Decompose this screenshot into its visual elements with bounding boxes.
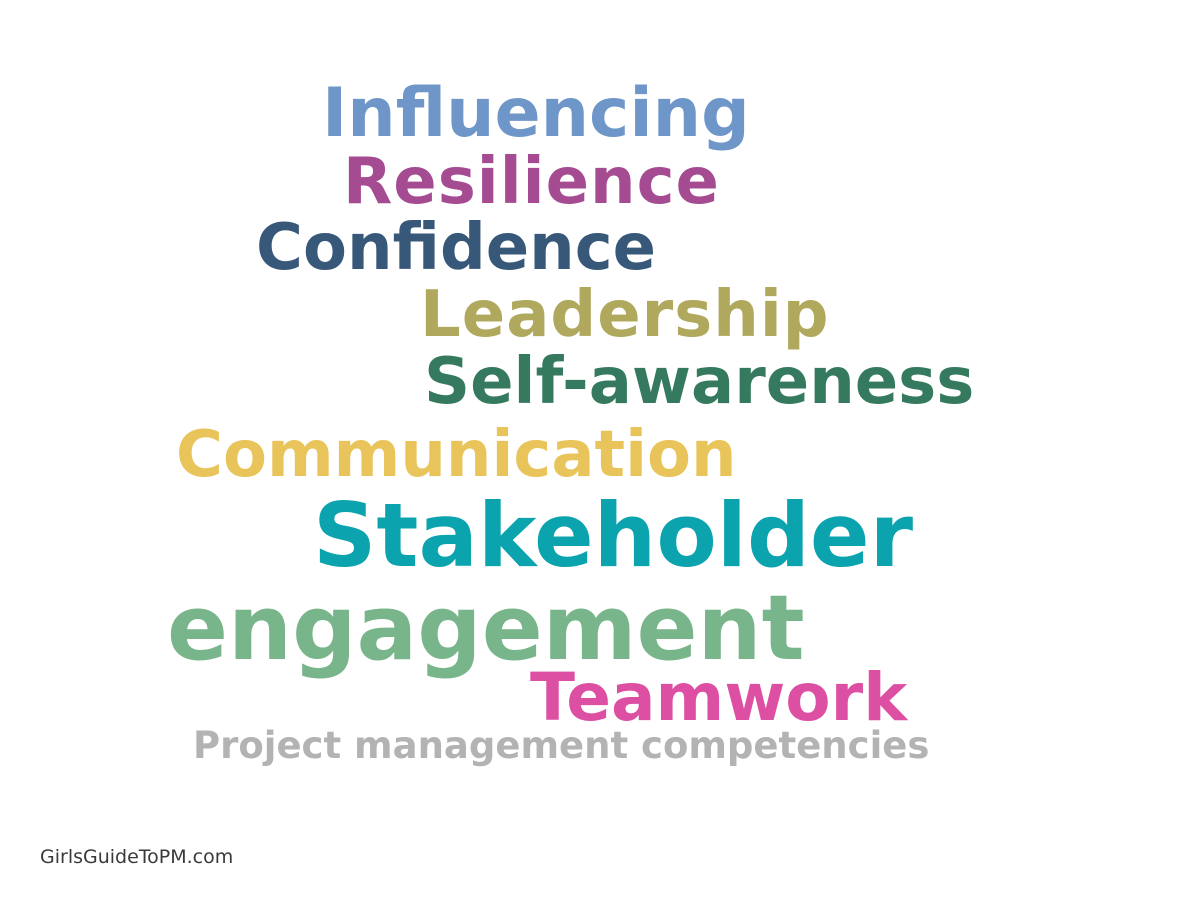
word-engagement: engagement [167,576,805,681]
word-confidence: Confidence [256,211,657,285]
site-credit: GirlsGuideToPM.com [40,846,234,868]
word-resilience: Resilience [343,145,720,219]
word-communication: Communication [176,418,737,492]
word-leadership: Leadership [420,278,830,352]
word-influencing: Influencing [322,74,750,153]
word-cloud-title: Project management competencies [193,724,930,767]
word-stakeholder: Stakeholder [313,484,914,587]
word-teamwork: Teamwork [530,659,908,736]
word-self-awareness: Self-awareness [424,345,975,419]
